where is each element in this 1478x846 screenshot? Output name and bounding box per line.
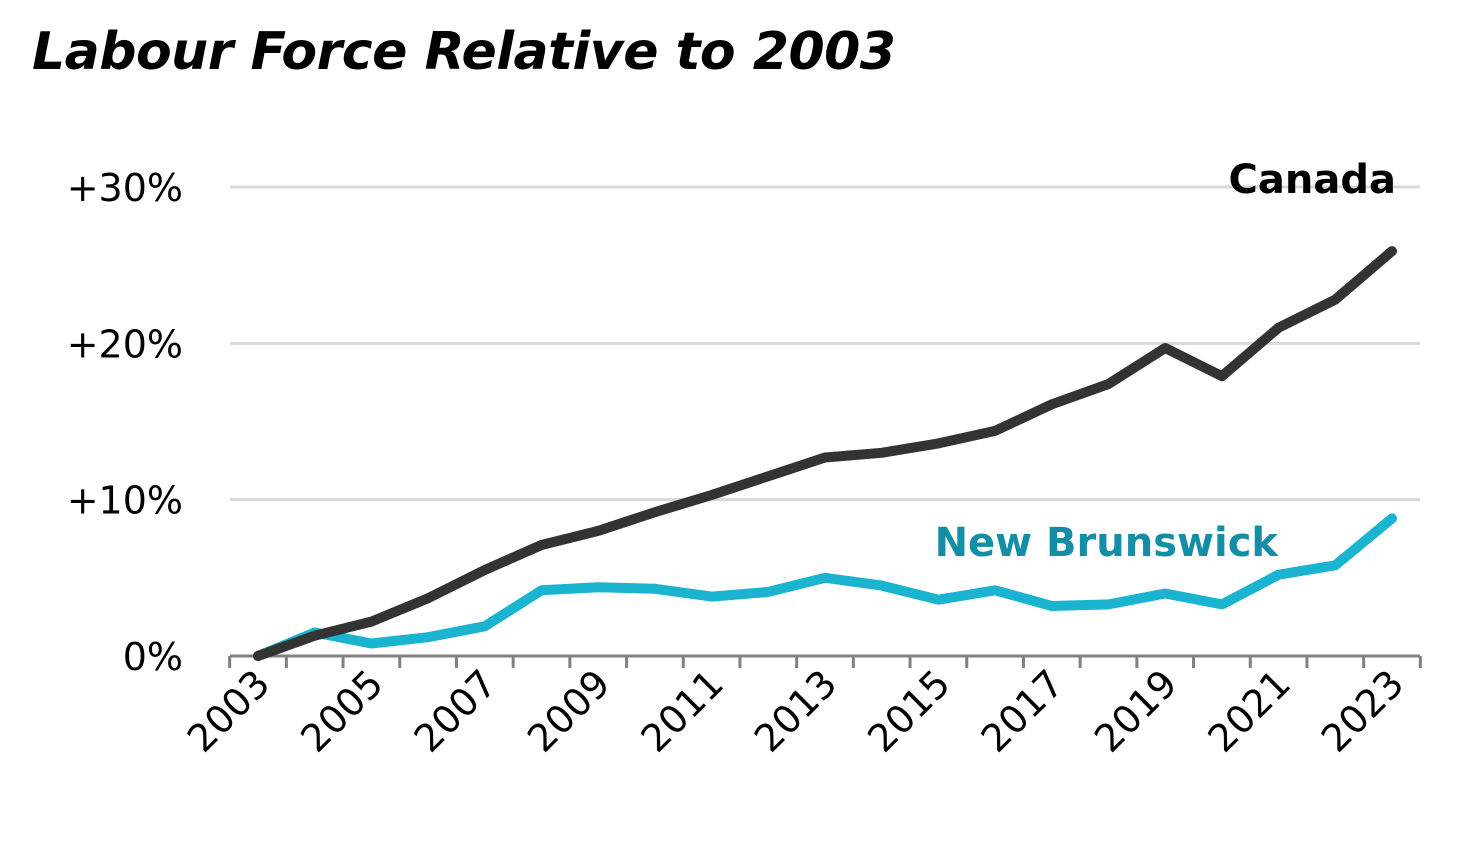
series-line-new-brunswick [253, 513, 1397, 661]
series-line-canada [253, 246, 1397, 661]
x-tick-label: 2009 [519, 661, 619, 761]
series-labels: Canada New Brunswick [935, 157, 1396, 566]
y-tick-labels: 0% +10% +20% +30% [67, 166, 183, 679]
x-tick-label: 2011 [632, 661, 732, 761]
chart-title: Labour Force Relative to 2003 [32, 22, 896, 82]
series-label-canada: Canada [1229, 157, 1396, 203]
x-tick-labels: 2003 2005 2007 2009 2011 2013 2015 2017 2019 2021… [179, 661, 1413, 761]
x-tick-label: 2013 [746, 661, 846, 761]
y-tick-label: 0% [123, 635, 183, 679]
x-tick-label: 2003 [179, 661, 279, 761]
gridlines [230, 185, 1420, 502]
x-tick-label: 2019 [1086, 661, 1186, 761]
x-tick-label: 2023 [1313, 661, 1413, 761]
series-lines [253, 246, 1397, 661]
y-tick-label: +20% [67, 322, 183, 366]
x-tick-label: 2015 [859, 661, 959, 761]
y-tick-label: +30% [67, 166, 183, 210]
series-label-new-brunswick: New Brunswick [935, 520, 1280, 566]
x-tick-label: 2007 [406, 661, 506, 761]
x-axis [228, 654, 1422, 668]
x-tick-label: 2005 [292, 661, 392, 761]
x-tick-label: 2017 [973, 661, 1073, 761]
x-tick-label: 2021 [1199, 661, 1299, 761]
y-tick-label: +10% [67, 479, 183, 523]
